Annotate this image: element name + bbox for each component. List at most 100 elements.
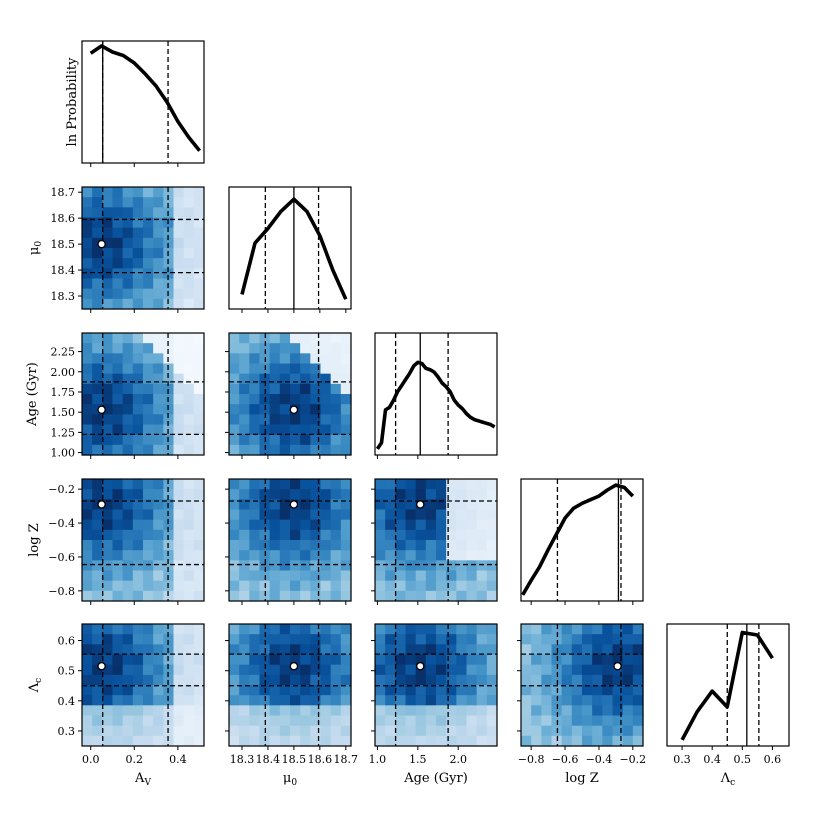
heatmap-cell (249, 674, 261, 686)
heatmap-cell (395, 685, 407, 696)
heatmap-cell (132, 444, 144, 456)
y-tick-label: −0.8 (48, 585, 75, 598)
heatmap-cell (300, 353, 311, 365)
heatmap-cell (102, 424, 114, 436)
heatmap-cell (143, 624, 154, 635)
heatmap-cell (385, 654, 396, 666)
heatmap-cell (486, 570, 498, 582)
heatmap-cell (143, 705, 154, 717)
heatmap-cell (456, 479, 468, 490)
heatmap-cell (622, 715, 634, 727)
heatmap-cell (582, 725, 593, 737)
heatmap-cell (622, 735, 634, 747)
heatmap-cell (112, 248, 124, 259)
heatmap-cell (102, 227, 114, 239)
heatmap-cell (385, 580, 396, 592)
heatmap-cell (173, 725, 185, 737)
x-tick-label: −0.2 (619, 753, 646, 766)
heatmap-cell (249, 509, 261, 521)
heatmap-cell (269, 383, 281, 395)
heatmap-cell (112, 715, 124, 727)
heatmap-cell (446, 590, 457, 602)
best-fit-marker (415, 661, 425, 671)
heatmap-cell (143, 479, 154, 490)
heatmap-cell (143, 373, 154, 385)
heatmap-cell (163, 383, 175, 395)
heatmap-cell (132, 383, 144, 395)
heatmap-cell (269, 570, 281, 582)
x-axis-label-mu0: μ0 (283, 771, 297, 788)
heatmap-cell (102, 268, 114, 280)
heatmap-cell (122, 644, 134, 656)
heatmap-cell (466, 570, 478, 582)
heatmap-cell (92, 590, 103, 602)
heatmap-cell (193, 735, 205, 747)
heatmap-cell (249, 644, 261, 656)
heatmap-cell (436, 570, 447, 582)
heatmap-cell (592, 634, 603, 645)
heatmap-cell (229, 373, 240, 385)
heatmap-cell (249, 383, 261, 395)
heatmap-cell (163, 644, 175, 656)
heatmap-cell (531, 664, 542, 676)
heatmap-cell (486, 624, 498, 635)
heatmap-cell (476, 674, 488, 686)
heatmap-cell (239, 529, 250, 541)
heatmap-cell (602, 634, 614, 645)
heatmap-cell (82, 540, 93, 551)
heatmap-cell (143, 278, 154, 290)
heatmap-cell (143, 654, 154, 666)
heatmap-cell (259, 333, 271, 344)
heatmap-cell (122, 197, 134, 208)
heatmap-cell (395, 489, 407, 500)
heatmap-cell (173, 268, 185, 280)
heatmap-cell (229, 715, 240, 727)
heatmap-cell (102, 529, 114, 541)
heatmap-cell (112, 509, 124, 521)
x-axis-label-Av: AV (134, 771, 151, 788)
heatmap-cell (476, 519, 488, 531)
heatmap-cell (521, 705, 532, 717)
best-fit-marker (289, 500, 299, 509)
heatmap-cell (112, 560, 124, 572)
heatmap-cell (279, 363, 291, 375)
heatmap-cell (385, 725, 396, 737)
heatmap-cell (163, 580, 175, 592)
heatmap-cell (486, 560, 498, 572)
heatmap-cell (486, 634, 498, 645)
heatmap-cell (456, 580, 468, 592)
x-tick-label: 1.0 (369, 753, 387, 766)
heatmap-cell (183, 715, 195, 727)
heatmap-cell (521, 644, 532, 656)
heatmap-cell (163, 519, 175, 531)
heatmap-cell (132, 499, 144, 511)
heatmap-cell (415, 695, 427, 706)
heatmap-cell (82, 580, 93, 592)
heatmap-cell (486, 590, 498, 602)
heatmap-cell (153, 268, 164, 280)
heatmap-cell (132, 695, 144, 706)
heatmap-cell (340, 529, 352, 541)
heatmap-cell (466, 519, 478, 531)
heatmap-cell (531, 725, 542, 737)
best-fit-marker (97, 661, 106, 671)
heatmap-cell (320, 394, 332, 405)
heatmap-cell (183, 333, 195, 344)
heatmap-cell (330, 560, 342, 572)
heatmap-cell (173, 499, 185, 511)
heatmap-cell (300, 644, 311, 656)
heatmap-cell (320, 414, 332, 426)
heatmap-cell (153, 207, 164, 219)
heatmap-cell (310, 509, 322, 521)
heatmap-cell (163, 343, 175, 354)
heatmap-cell (183, 373, 195, 385)
heatmap-cell (425, 725, 437, 737)
heatmap-cell (395, 540, 407, 551)
heatmap-cell (385, 519, 396, 531)
heatmap-cell (300, 529, 311, 541)
heatmap-cell (183, 268, 195, 280)
heatmap-cell (183, 705, 195, 717)
heatmap-cell (340, 509, 352, 521)
heatmap-cell (466, 735, 478, 747)
heatmap-cell (183, 197, 195, 208)
